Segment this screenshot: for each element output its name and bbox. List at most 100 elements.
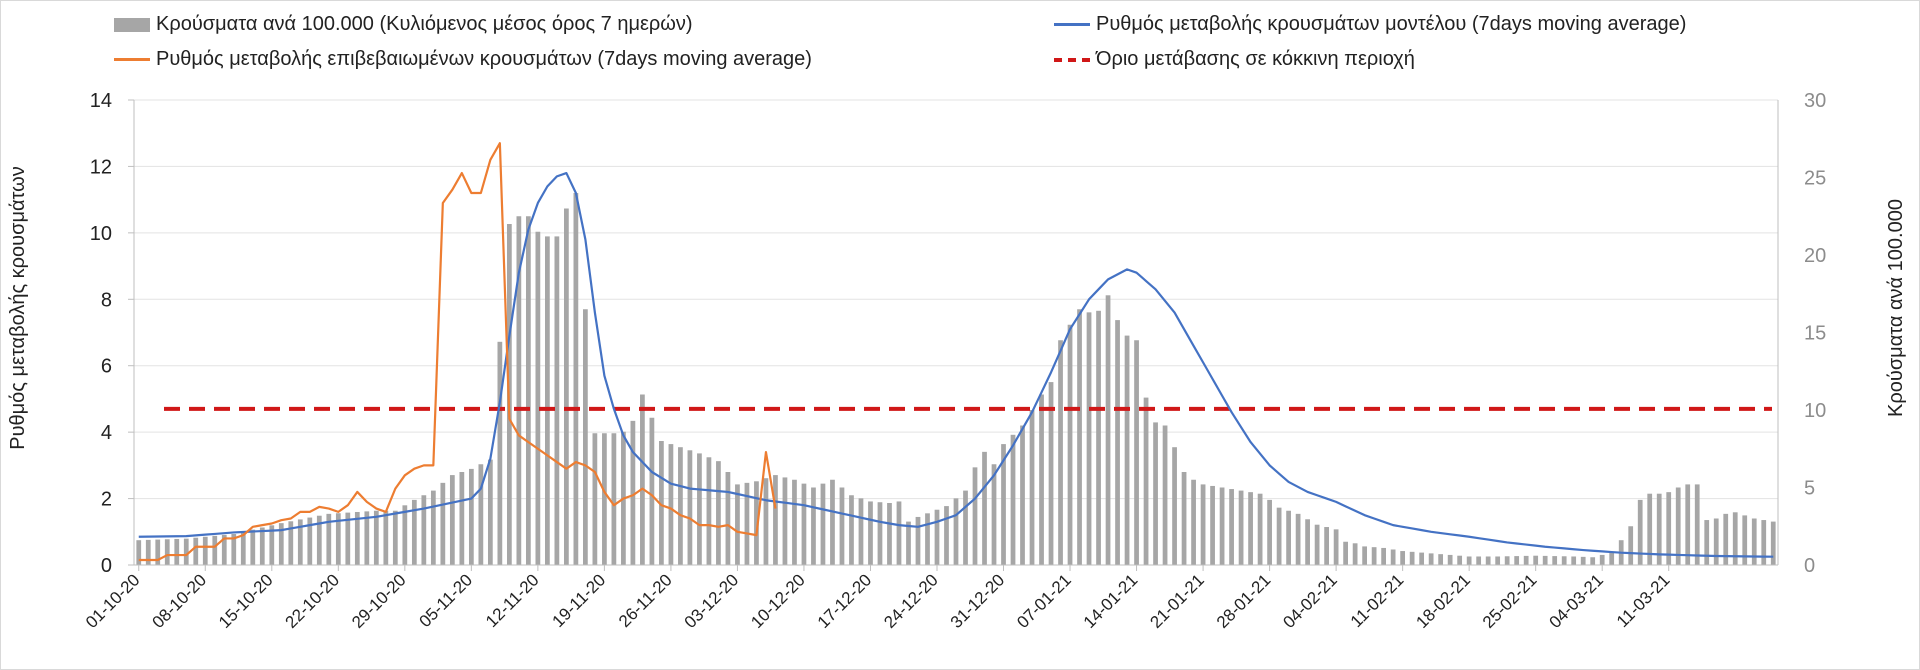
x-tick-label: 25-02-21 (1479, 570, 1541, 632)
x-tick-label: 26-11-20 (615, 570, 676, 631)
legend-item-confirmed: Ρυθμός μεταβολής επιβεβαιωμένων κρουσμάτ… (114, 48, 812, 71)
legend-label-confirmed: Ρυθμός μεταβολής επιβεβαιωμένων κρουσμάτ… (156, 48, 812, 70)
bar (583, 309, 588, 565)
legend-item-model: Ρυθμός μεταβολής κρουσμάτων μοντέλου (7d… (1054, 13, 1686, 36)
y-axis-left-label: Ρυθμός μεταβολής κρουσμάτων (7, 166, 29, 450)
bar (1438, 554, 1444, 565)
legend-swatch-model (1054, 23, 1090, 26)
bar (497, 341, 503, 565)
legend-swatch-threshold (1054, 57, 1090, 62)
bar (326, 513, 332, 565)
bar (877, 502, 883, 565)
bar (1276, 507, 1282, 565)
bar (1248, 492, 1253, 565)
bar (269, 525, 275, 565)
x-tick-label: 18-02-21 (1412, 570, 1474, 632)
x-tick-label: 28-01-21 (1213, 570, 1275, 632)
bar (1742, 515, 1748, 565)
bar (953, 498, 959, 565)
bar (421, 495, 427, 565)
legend-swatch-confirmed (114, 58, 150, 61)
bar (354, 511, 360, 565)
y-left-tick-label: 2 (101, 489, 112, 511)
y-right-tick-label: 20 (1804, 245, 1826, 267)
bar (212, 535, 218, 565)
bar (754, 481, 759, 565)
bar (820, 483, 826, 566)
bar (830, 479, 835, 565)
bar (801, 483, 807, 566)
x-tick-label: 19-11-20 (549, 570, 610, 631)
bar (440, 482, 446, 565)
bar (1656, 493, 1662, 565)
bar (307, 517, 313, 565)
bar (564, 208, 569, 565)
x-tick-label: 12-11-20 (482, 570, 543, 631)
bar (1343, 541, 1348, 565)
legend: Κρούσματα ανά 100.000 (Κυλιόμενος μέσος … (0, 0, 1920, 80)
y-left-tick-label: 14 (90, 90, 112, 112)
bar (1713, 518, 1719, 565)
bar (468, 468, 474, 565)
bar (1352, 543, 1358, 565)
bar (1039, 394, 1044, 565)
x-tick-label: 08-10-20 (149, 570, 211, 632)
y-left-tick-label: 10 (90, 223, 112, 245)
bar (1286, 510, 1291, 565)
bar (1675, 487, 1681, 565)
bar (1371, 547, 1377, 565)
bar (1447, 554, 1453, 565)
bar (1134, 340, 1139, 565)
bar (1637, 499, 1643, 565)
x-tick-label: 14-01-21 (1080, 570, 1142, 632)
bar (1485, 556, 1491, 565)
bar (174, 538, 180, 565)
bar (906, 521, 911, 565)
bar (602, 433, 607, 565)
bar (202, 536, 208, 565)
bar (1609, 552, 1615, 565)
bar (1751, 518, 1757, 565)
bar (1067, 324, 1073, 565)
bar (1552, 556, 1558, 565)
bar (554, 236, 560, 565)
bar (659, 441, 664, 565)
bar (459, 472, 465, 565)
bar (250, 529, 256, 565)
bar (1143, 397, 1149, 565)
bar (1628, 526, 1634, 565)
bar (1105, 295, 1111, 565)
bar (963, 490, 968, 565)
bar (1533, 555, 1539, 565)
x-tick-label: 15-10-20 (215, 570, 277, 632)
bar (155, 539, 161, 565)
legend-item-threshold: Όριο μετάβασης σε κόκκινη περιοχή (1054, 48, 1415, 71)
bar (297, 519, 303, 565)
bar (316, 515, 322, 565)
y-right-tick-label: 30 (1804, 90, 1826, 112)
y-axis-right-label: Κρούσματα ανά 100.000 (1885, 199, 1907, 417)
bar (887, 503, 892, 565)
x-tick-label: 24-12-20 (880, 570, 942, 632)
x-tick-label: 05-11-20 (416, 570, 477, 631)
bar (345, 512, 351, 565)
bar (1219, 487, 1225, 565)
bar (1542, 555, 1548, 565)
bar (487, 459, 493, 565)
bar (934, 509, 940, 565)
bar (1561, 556, 1567, 565)
bar (1314, 524, 1320, 565)
bar (411, 499, 417, 565)
bar (535, 231, 541, 565)
x-tick-label: 21-01-21 (1146, 570, 1208, 632)
bar (1238, 490, 1244, 565)
x-tick-label: 11-02-21 (1347, 570, 1408, 631)
bar (145, 539, 151, 565)
bar (1685, 484, 1691, 565)
bar (991, 464, 997, 565)
bar (478, 464, 484, 565)
bar (687, 450, 693, 565)
bar (773, 475, 778, 565)
bar (1172, 447, 1177, 565)
bar (716, 461, 721, 565)
